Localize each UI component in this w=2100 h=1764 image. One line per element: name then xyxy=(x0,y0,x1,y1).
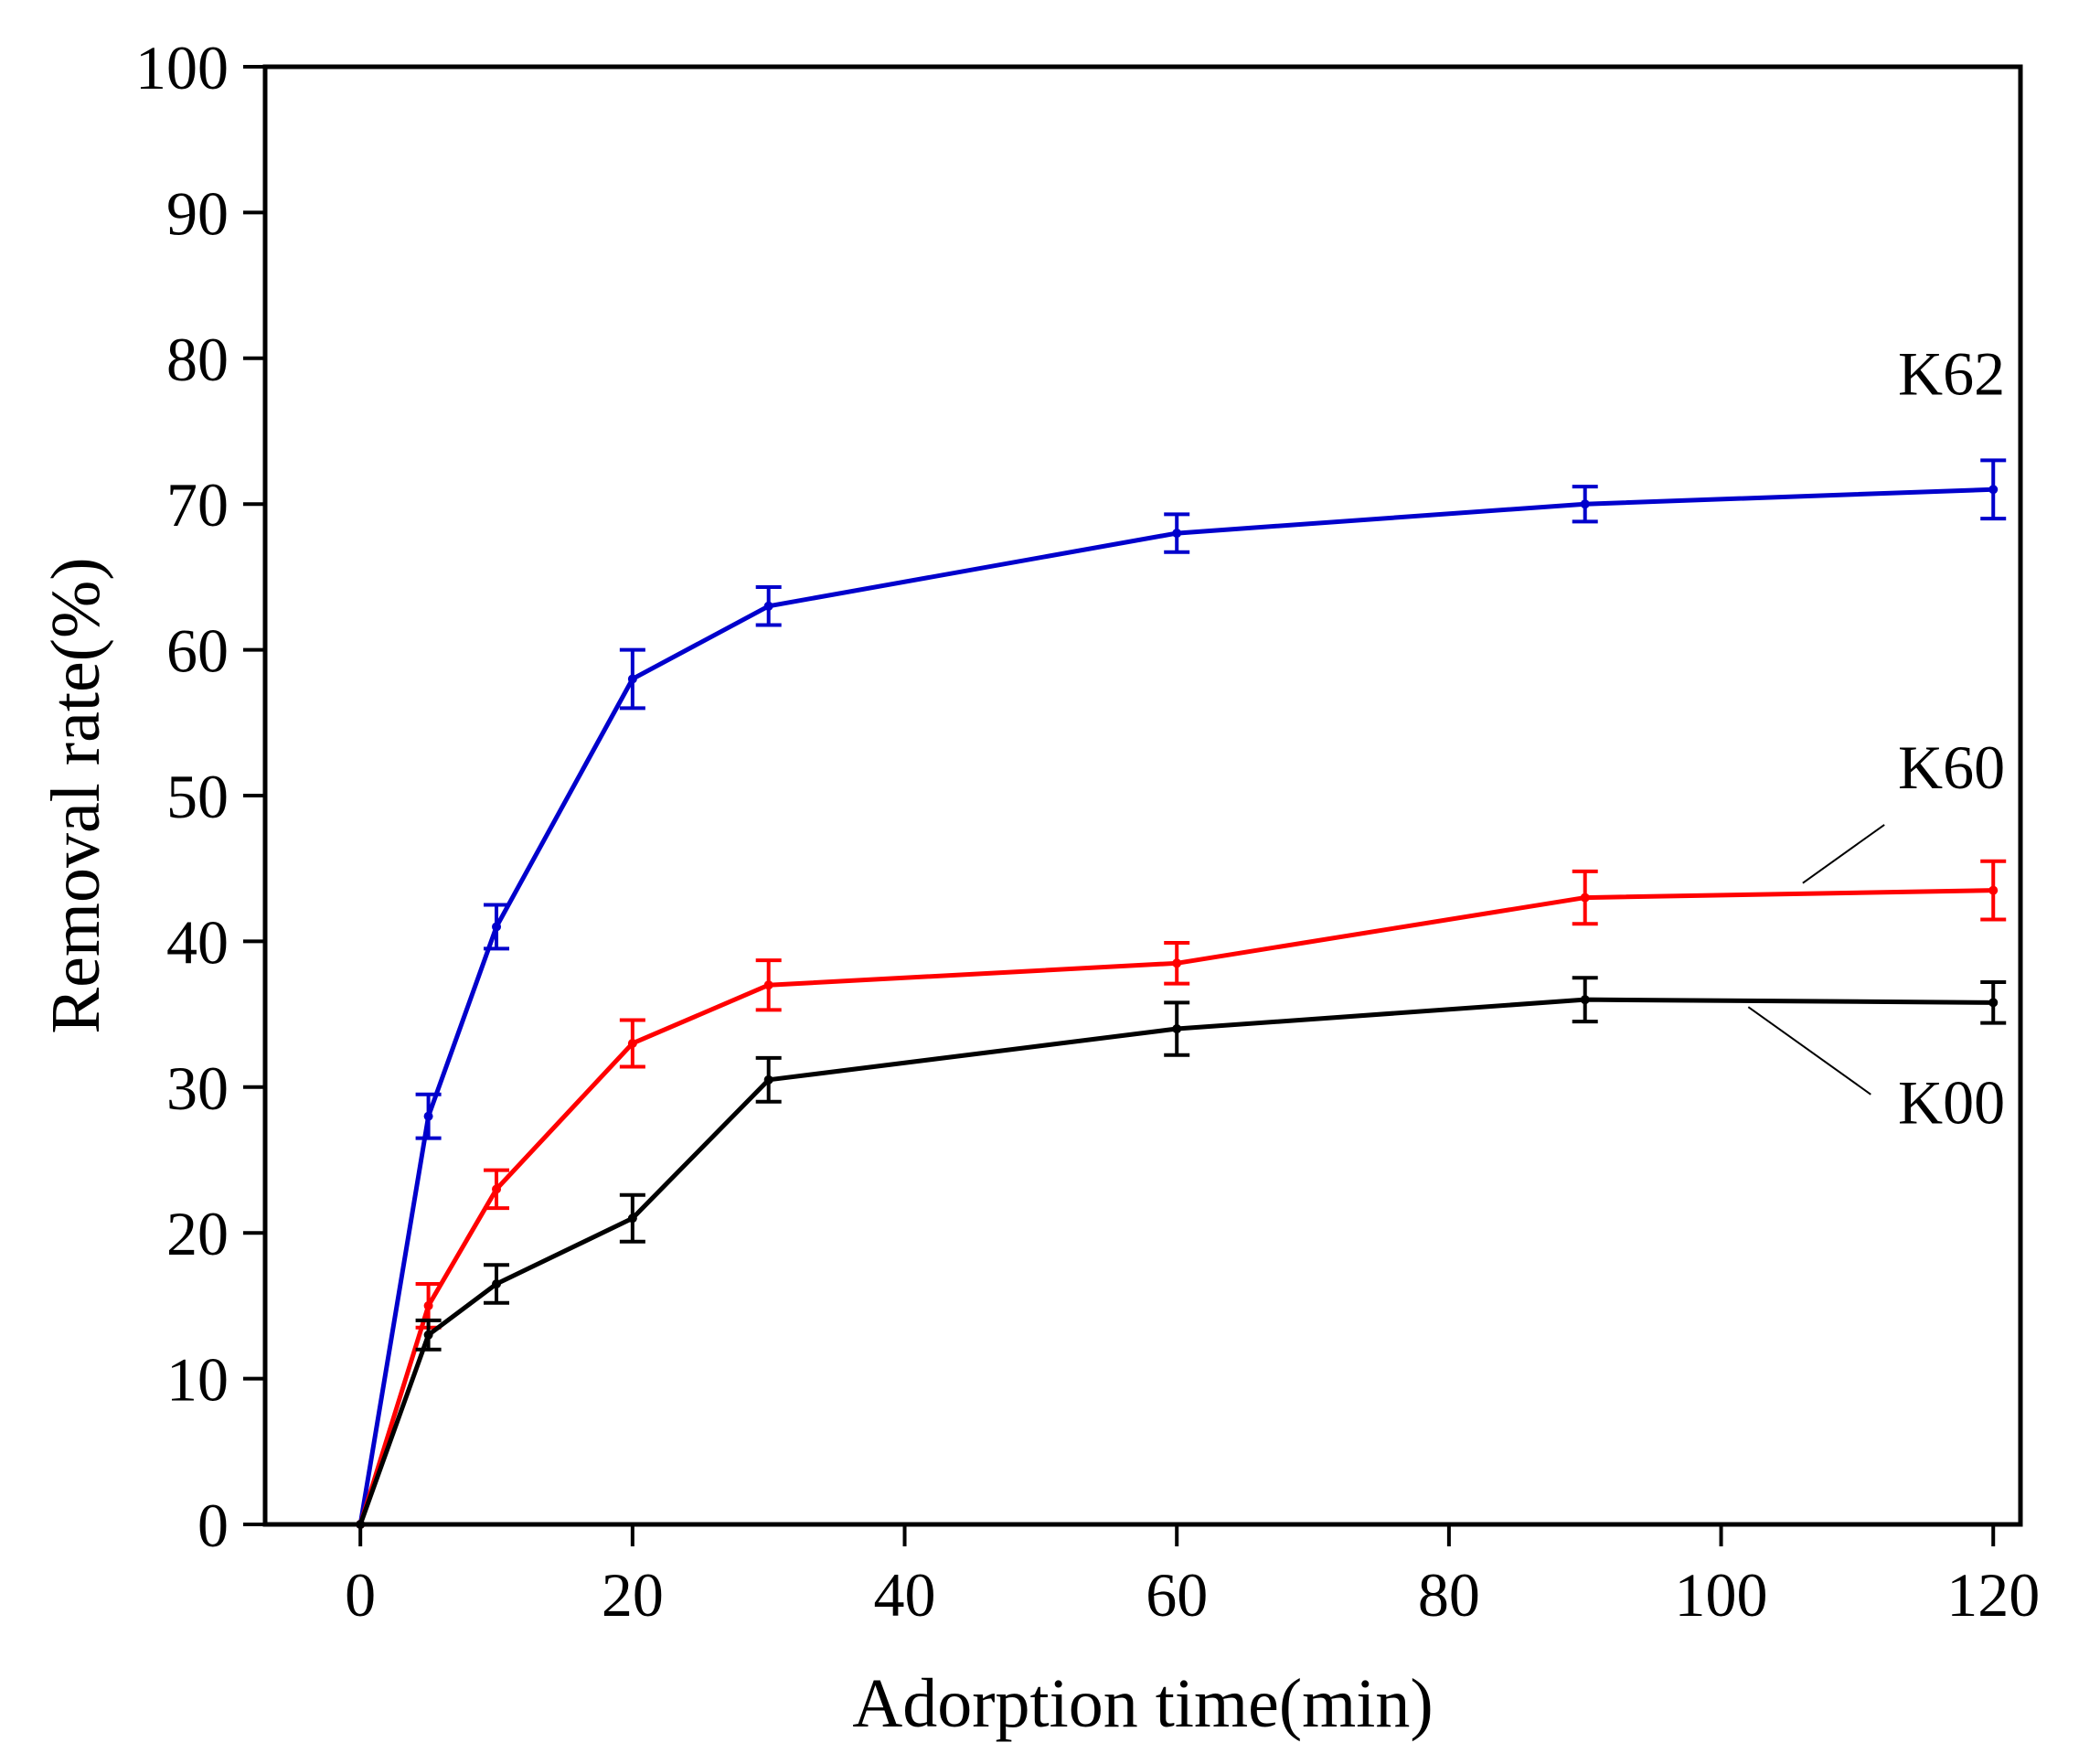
series-label-k62: K62 xyxy=(1898,339,2005,409)
data-point-k00 xyxy=(1172,1024,1182,1034)
series-k62 xyxy=(356,458,2007,1529)
series-layer xyxy=(356,458,2007,1529)
x-tick-label: 80 xyxy=(1418,1560,1480,1630)
y-tick-label: 90 xyxy=(166,178,229,248)
series-label-k00: K00 xyxy=(1898,1068,2005,1138)
x-tick-label: 60 xyxy=(1146,1560,1208,1630)
series-label-k60: K60 xyxy=(1898,732,2005,802)
data-point-k00 xyxy=(763,1074,773,1085)
data-point-k00 xyxy=(492,1278,502,1288)
x-axis-title: Adorption time(min) xyxy=(852,1665,1433,1742)
data-point-k60 xyxy=(1580,893,1590,903)
x-tick-label: 120 xyxy=(1946,1560,2040,1630)
x-tick-label: 100 xyxy=(1675,1560,1768,1630)
series-k60 xyxy=(356,859,2007,1529)
data-point-k60 xyxy=(763,980,773,990)
y-tick-label: 70 xyxy=(166,470,229,540)
series-line-k00 xyxy=(357,997,1994,1525)
data-point-k00 xyxy=(627,1213,637,1224)
y-tick-label: 20 xyxy=(166,1199,229,1268)
plot-frame xyxy=(262,64,2023,1527)
data-point-k00 xyxy=(1580,995,1590,1005)
data-point-k62 xyxy=(492,922,502,932)
x-tick-label: 20 xyxy=(602,1560,664,1630)
data-point-k62 xyxy=(1988,485,1999,495)
data-point-k60 xyxy=(627,1038,637,1048)
data-point-k62 xyxy=(763,601,773,611)
y-tick-label: 60 xyxy=(166,616,229,686)
data-point-k62 xyxy=(1172,529,1182,539)
ticks-layer: 0 20 40 60 80 100 120 0 10 20 30 40 50 60 70 80 90 100 xyxy=(135,33,2040,1630)
series-k00 xyxy=(356,976,2007,1529)
series-line-k60 xyxy=(357,888,1994,1525)
data-point-k00 xyxy=(423,1330,433,1340)
y-axis-title: Removal rate(%) xyxy=(37,557,114,1033)
leader-line-k60 xyxy=(1802,824,1885,884)
y-tick-label: 0 xyxy=(197,1491,229,1560)
data-point-k00 xyxy=(1988,998,1999,1008)
x-tick-label: 40 xyxy=(874,1560,936,1630)
leader-line-k00 xyxy=(1747,1006,1871,1096)
data-point-k60 xyxy=(1172,958,1182,968)
data-point-k60 xyxy=(1988,885,1999,895)
y-tick-label: 100 xyxy=(135,33,229,102)
y-tick-label: 80 xyxy=(166,325,229,394)
data-point-k62 xyxy=(1580,499,1590,509)
y-tick-label: 40 xyxy=(166,907,229,977)
data-point-k60 xyxy=(492,1184,502,1194)
y-tick-label: 30 xyxy=(166,1053,229,1123)
data-point-k60 xyxy=(423,1300,433,1310)
data-point-k62 xyxy=(423,1111,433,1121)
x-tick-label: 0 xyxy=(345,1560,376,1630)
data-point-k62 xyxy=(627,674,637,684)
y-tick-label: 10 xyxy=(166,1345,229,1415)
labels-layer: K62 K60 K00 xyxy=(1747,339,2005,1138)
y-tick-label: 50 xyxy=(166,762,229,831)
series-line-k62 xyxy=(357,486,1994,1525)
